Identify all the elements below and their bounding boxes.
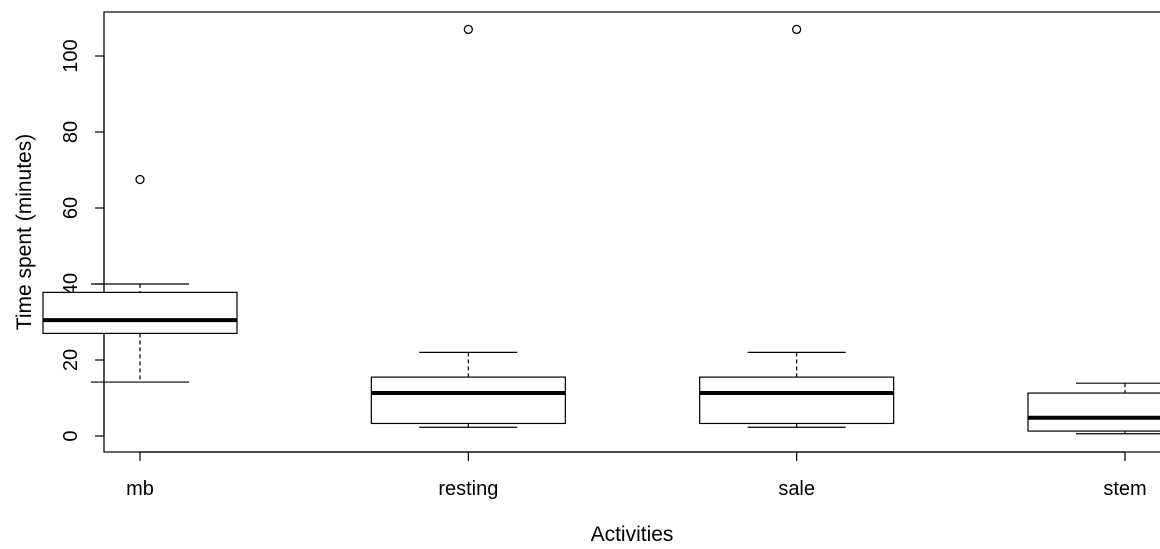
box-resting — [370, 24, 566, 428]
plot-frame — [103, 11, 1160, 453]
y-tick-label: 80 — [60, 121, 82, 143]
iqr-box — [370, 376, 566, 425]
y-axis: 0 20 40 60 80 100 — [60, 39, 105, 442]
box-sale — [699, 24, 895, 428]
iqr-box — [42, 291, 238, 334]
y-tick-label: 40 — [60, 273, 82, 295]
boxes — [42, 24, 1160, 435]
y-tick-label: 60 — [60, 197, 82, 219]
x-axis: mb resting sale stem — [126, 451, 1147, 500]
iqr-box — [1027, 392, 1160, 432]
x-tick-label-resting: resting — [438, 478, 498, 500]
box-stem — [1027, 382, 1160, 435]
y-tick-label: 0 — [60, 430, 82, 441]
outlier-point — [463, 24, 473, 35]
y-tick-label: 20 — [60, 349, 82, 371]
x-tick-label-mb: mb — [126, 478, 154, 500]
y-tick-label: 100 — [60, 39, 82, 72]
x-tick-label-stem: stem — [1103, 478, 1146, 500]
x-tick-label-sale: sale — [778, 478, 815, 500]
y-axis-title: Time spent (minutes) — [13, 134, 36, 330]
iqr-box — [699, 376, 895, 425]
outlier-point — [792, 24, 802, 35]
outlier-point — [135, 174, 145, 185]
box-mb — [42, 174, 238, 383]
x-axis-title: Activities — [591, 523, 674, 546]
